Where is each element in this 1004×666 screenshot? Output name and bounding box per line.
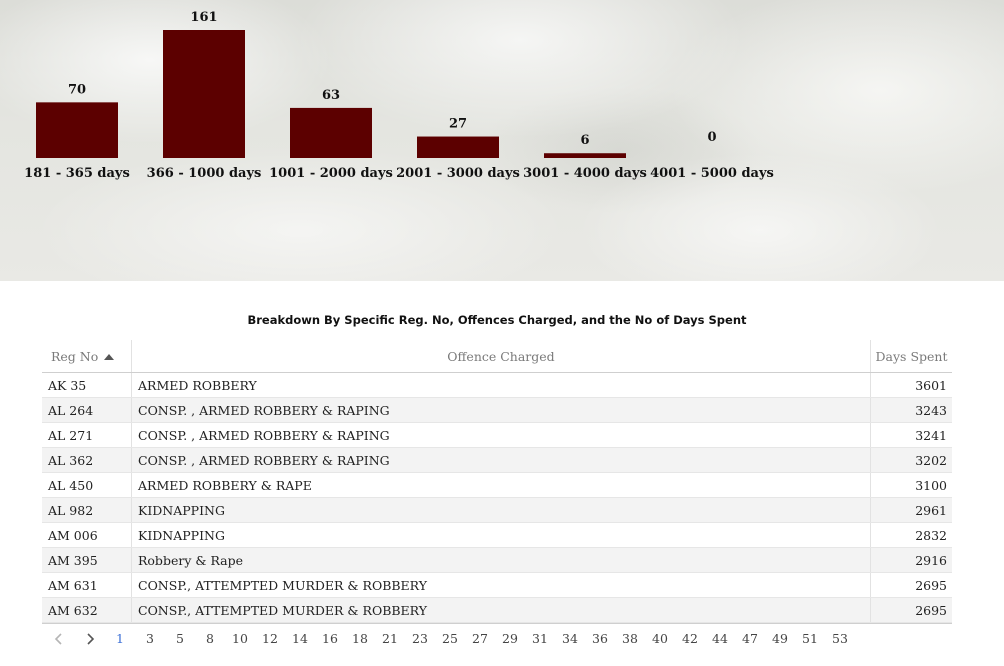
page-number[interactable]: 51 xyxy=(802,631,818,646)
page-number[interactable]: 3 xyxy=(146,631,154,646)
reg-no-cell: AM 632 xyxy=(42,597,132,623)
page-number[interactable]: 16 xyxy=(322,631,338,646)
reg-no-column-header[interactable]: Reg No xyxy=(42,340,132,373)
page-number[interactable]: 42 xyxy=(682,631,698,646)
table-row[interactable]: AL 982 KIDNAPPING 2961 xyxy=(42,497,952,523)
reg-no-cell: AM 631 xyxy=(42,572,132,598)
reg-no-cell: AL 450 xyxy=(42,472,132,498)
page-number[interactable]: 34 xyxy=(562,631,578,646)
offences-table: Reg No Offence Charged Days Spent AK 35 A… xyxy=(42,340,952,623)
pagination: 1 3 5 8 10 12 14 16 18 21 23 25 27 29 31 34 36 38 40 42 44 47… xyxy=(42,623,952,654)
page-number[interactable]: 5 xyxy=(176,631,184,646)
bar-category-label: 2001 - 3000 days xyxy=(396,166,520,181)
offence-cell: Robbery & Rape xyxy=(131,547,871,573)
reg-no-cell: AL 362 xyxy=(42,447,132,473)
bar-category-label: 4001 - 5000 days xyxy=(650,166,774,181)
table-row[interactable]: AM 632 CONSP., ATTEMPTED MURDER & ROBBERY… xyxy=(42,597,952,623)
table-row[interactable]: AL 450 ARMED ROBBERY & RAPE 3100 xyxy=(42,472,952,498)
page-number[interactable]: 27 xyxy=(472,631,488,646)
days-spent-cell: 3202 xyxy=(870,447,952,473)
reg-no-cell: AL 264 xyxy=(42,397,132,423)
days-spent-cell: 3243 xyxy=(870,397,952,423)
days-spent-cell: 2695 xyxy=(870,572,952,598)
table-row[interactable]: AL 362 CONSP. , ARMED ROBBERY & RAPING 320… xyxy=(42,447,952,473)
page-number[interactable]: 14 xyxy=(292,631,308,646)
days-spent-cell: 3601 xyxy=(870,372,952,398)
chart-background: 70 181 - 365 days 161 366 - 1000 days 63 1001… xyxy=(0,0,1004,281)
bar-value-label: 27 xyxy=(449,117,467,132)
bar-2 xyxy=(163,30,245,158)
page-number[interactable]: 44 xyxy=(712,631,728,646)
days-spent-cell: 2832 xyxy=(870,522,952,548)
chevron-left-icon[interactable] xyxy=(52,632,66,646)
page-number[interactable]: 31 xyxy=(532,631,548,646)
offence-cell: ARMED ROBBERY & RAPE xyxy=(131,472,871,498)
page-number[interactable]: 25 xyxy=(442,631,458,646)
page-number[interactable]: 18 xyxy=(352,631,368,646)
table-row[interactable]: AM 395 Robbery & Rape 2916 xyxy=(42,547,952,573)
days-breakdown-bar-chart: 70 181 - 365 days 161 366 - 1000 days 63 1001… xyxy=(24,10,774,181)
page-number[interactable]: 47 xyxy=(742,631,758,646)
offence-cell: CONSP. , ARMED ROBBERY & RAPING xyxy=(131,422,871,448)
reg-no-cell: AL 271 xyxy=(42,422,132,448)
reg-no-cell: AL 982 xyxy=(42,497,132,523)
page-number[interactable]: 38 xyxy=(622,631,638,646)
chevron-right-icon[interactable] xyxy=(83,632,97,646)
table-row[interactable]: AL 264 CONSP. , ARMED ROBBERY & RAPING 324… xyxy=(42,397,952,423)
offence-cell: KIDNAPPING xyxy=(131,522,871,548)
days-spent-column-header[interactable]: Days Spent xyxy=(870,340,952,373)
bar-category-label: 3001 - 4000 days xyxy=(523,166,647,181)
table-row[interactable]: AK 35 ARMED ROBBERY 3601 xyxy=(42,372,952,398)
reg-no-cell: AM 006 xyxy=(42,522,132,548)
reg-no-cell: AK 35 xyxy=(42,372,132,398)
bar-value-label: 0 xyxy=(707,130,716,145)
page-number[interactable]: 53 xyxy=(832,631,848,646)
offence-cell: CONSP. , ARMED ROBBERY & RAPING xyxy=(131,397,871,423)
bar-category-label: 366 - 1000 days xyxy=(147,166,262,181)
offence-cell: CONSP., ATTEMPTED MURDER & ROBBERY xyxy=(131,597,871,623)
days-spent-cell: 2961 xyxy=(870,497,952,523)
page-number[interactable]: 12 xyxy=(262,631,278,646)
page-number[interactable]: 49 xyxy=(772,631,788,646)
table-row[interactable]: AM 631 CONSP., ATTEMPTED MURDER & ROBBERY… xyxy=(42,572,952,598)
table-title: Breakdown By Specific Reg. No, Offences … xyxy=(247,313,747,327)
offence-column-header[interactable]: Offence Charged xyxy=(131,340,871,373)
page-number[interactable]: 40 xyxy=(652,631,668,646)
reg-no-cell: AM 395 xyxy=(42,547,132,573)
offence-cell: CONSP. , ARMED ROBBERY & RAPING xyxy=(131,447,871,473)
bar-4 xyxy=(417,136,499,158)
table-body: AK 35 ARMED ROBBERY 3601 AL 264 CONSP. , ARM… xyxy=(42,372,952,623)
offence-cell: CONSP., ATTEMPTED MURDER & ROBBERY xyxy=(131,572,871,598)
days-header-label: Days Spent xyxy=(875,348,948,364)
days-spent-cell: 2916 xyxy=(870,547,952,573)
bar-value-label: 63 xyxy=(322,88,340,103)
table-header-row: Reg No Offence Charged Days Spent xyxy=(42,340,952,373)
offence-header-label: Offence Charged xyxy=(447,348,555,364)
page-number[interactable]: 10 xyxy=(232,631,248,646)
bar-5 xyxy=(544,153,626,158)
bar-category-label: 181 - 365 days xyxy=(24,166,130,181)
bar-value-label: 6 xyxy=(580,133,589,148)
reg-no-header-label: Reg No xyxy=(51,348,99,364)
bar-value-label: 70 xyxy=(68,82,86,97)
page-number[interactable]: 1 xyxy=(116,631,124,646)
days-spent-cell: 3100 xyxy=(870,472,952,498)
page-number[interactable]: 21 xyxy=(382,631,398,646)
bar-value-label: 161 xyxy=(190,10,217,25)
days-spent-cell: 2695 xyxy=(870,597,952,623)
offence-cell: KIDNAPPING xyxy=(131,497,871,523)
bar-3 xyxy=(290,107,372,158)
table-row[interactable]: AM 006 KIDNAPPING 2832 xyxy=(42,522,952,548)
page-number[interactable]: 8 xyxy=(206,631,214,646)
bar-category-label: 1001 - 2000 days xyxy=(269,166,393,181)
bar-1 xyxy=(36,102,118,158)
page-number[interactable]: 29 xyxy=(502,631,518,646)
table-row[interactable]: AL 271 CONSP. , ARMED ROBBERY & RAPING 324… xyxy=(42,422,952,448)
page-number[interactable]: 36 xyxy=(592,631,608,646)
days-spent-cell: 3241 xyxy=(870,422,952,448)
page-number[interactable]: 23 xyxy=(412,631,428,646)
sort-ascending-icon[interactable] xyxy=(104,354,115,360)
offence-cell: ARMED ROBBERY xyxy=(131,372,871,398)
